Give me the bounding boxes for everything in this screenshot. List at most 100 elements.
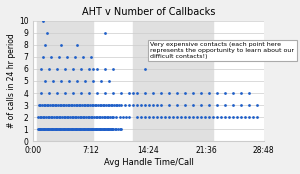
- Point: [147, 104, 152, 106]
- Point: [76, 128, 80, 131]
- Point: [143, 92, 148, 94]
- Point: [255, 116, 260, 119]
- Point: [247, 92, 252, 94]
- Point: [75, 43, 80, 46]
- Point: [56, 128, 61, 131]
- Point: [47, 128, 52, 131]
- Point: [63, 68, 68, 70]
- Point: [60, 104, 65, 106]
- Point: [183, 92, 188, 94]
- Point: [52, 128, 56, 131]
- Point: [72, 128, 76, 131]
- Point: [56, 104, 60, 106]
- Point: [100, 104, 105, 106]
- Point: [78, 104, 83, 106]
- Point: [247, 116, 252, 119]
- Point: [43, 104, 48, 106]
- Point: [107, 80, 112, 82]
- Point: [167, 104, 172, 106]
- Point: [109, 116, 114, 119]
- Point: [83, 104, 88, 106]
- Point: [68, 104, 73, 106]
- Point: [91, 80, 96, 82]
- Point: [64, 116, 69, 119]
- Point: [114, 116, 119, 119]
- Point: [199, 104, 204, 106]
- Point: [80, 128, 85, 131]
- Point: [143, 68, 148, 70]
- Point: [103, 31, 108, 34]
- Point: [175, 104, 180, 106]
- Point: [80, 104, 84, 106]
- Point: [60, 128, 65, 131]
- Point: [64, 128, 68, 131]
- Point: [95, 128, 100, 131]
- Point: [102, 104, 107, 106]
- Point: [111, 116, 116, 119]
- Point: [247, 104, 252, 106]
- Point: [41, 128, 46, 131]
- Point: [48, 116, 53, 119]
- Point: [36, 104, 41, 106]
- Point: [108, 128, 113, 131]
- Point: [44, 104, 49, 106]
- Point: [39, 128, 44, 131]
- Point: [72, 128, 77, 131]
- Point: [43, 43, 48, 46]
- Point: [58, 128, 63, 131]
- Point: [155, 104, 160, 106]
- Point: [67, 80, 72, 82]
- Point: [67, 128, 72, 131]
- Point: [106, 116, 111, 119]
- Point: [79, 92, 84, 94]
- Point: [59, 43, 64, 46]
- Point: [70, 128, 75, 131]
- Point: [54, 128, 59, 131]
- Point: [56, 55, 61, 58]
- Point: [119, 104, 124, 106]
- Point: [98, 128, 103, 131]
- Point: [85, 128, 90, 131]
- Point: [84, 116, 88, 119]
- Point: [88, 128, 92, 131]
- Point: [42, 116, 47, 119]
- Point: [87, 128, 92, 131]
- Point: [95, 68, 100, 70]
- Point: [127, 104, 132, 106]
- Point: [70, 104, 75, 106]
- Point: [54, 104, 59, 106]
- Point: [68, 128, 72, 131]
- Point: [64, 55, 69, 58]
- Point: [86, 104, 91, 106]
- Point: [90, 116, 95, 119]
- Point: [38, 128, 43, 131]
- X-axis label: Avg Handle Time/Call: Avg Handle Time/Call: [103, 158, 194, 167]
- Point: [66, 128, 71, 131]
- Point: [79, 128, 84, 131]
- Point: [171, 116, 176, 119]
- Point: [57, 128, 62, 131]
- Point: [167, 116, 172, 119]
- Point: [131, 104, 136, 106]
- Point: [69, 128, 74, 131]
- Point: [103, 128, 108, 131]
- Point: [44, 116, 48, 119]
- Point: [87, 68, 92, 70]
- Point: [44, 31, 49, 34]
- Point: [52, 116, 56, 119]
- Point: [77, 128, 82, 131]
- Point: [159, 104, 164, 106]
- Point: [36, 116, 40, 119]
- Point: [53, 128, 58, 131]
- Point: [163, 116, 168, 119]
- Point: [103, 92, 108, 94]
- Point: [79, 116, 84, 119]
- Point: [92, 104, 97, 106]
- Point: [43, 80, 48, 82]
- Point: [38, 104, 43, 106]
- Point: [99, 128, 103, 131]
- Point: [96, 128, 100, 131]
- Point: [175, 92, 180, 94]
- Point: [61, 116, 66, 119]
- Point: [98, 116, 103, 119]
